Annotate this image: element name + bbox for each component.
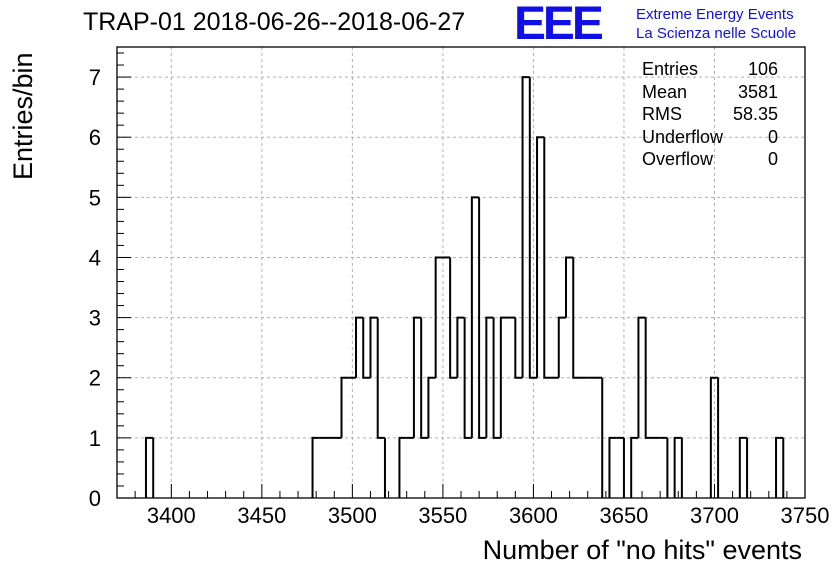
histogram-bin bbox=[775, 436, 784, 498]
stat-rms: RMS 58.35 bbox=[642, 104, 778, 124]
y-tick-labels: 0 1 2 3 4 5 6 7 bbox=[89, 65, 101, 511]
y-tick-label: 6 bbox=[89, 125, 101, 150]
x-tick-labels: 3400 3450 3500 3550 3600 3650 3700 3750 bbox=[147, 503, 830, 528]
histogram-bin bbox=[673, 436, 682, 498]
histogram-bin bbox=[608, 436, 617, 498]
chart-title: TRAP-01 2018-06-26--2018-06-27 bbox=[83, 8, 466, 36]
histogram-bin bbox=[376, 317, 385, 439]
histogram-bin bbox=[536, 136, 545, 378]
histogram-bin bbox=[572, 257, 581, 379]
histogram-bin bbox=[514, 317, 523, 379]
stat-mean: Mean 3581 bbox=[642, 81, 778, 102]
stat-underflow: Underflow 0 bbox=[642, 126, 778, 147]
y-tick-label: 4 bbox=[89, 245, 101, 270]
histogram-bin bbox=[369, 316, 378, 378]
histogram-bin bbox=[463, 317, 472, 439]
histogram-bin bbox=[144, 436, 154, 498]
y-tick-label: 7 bbox=[89, 65, 101, 90]
histogram-bin bbox=[420, 317, 429, 439]
histogram-bin bbox=[434, 256, 443, 378]
histogram-bin bbox=[637, 316, 646, 438]
histogram-bin bbox=[528, 77, 538, 379]
x-tick-label: 3600 bbox=[509, 503, 558, 528]
histogram-bin bbox=[470, 196, 480, 438]
histogram-bin bbox=[398, 436, 407, 498]
histogram-bin bbox=[543, 137, 552, 379]
histogram-bin bbox=[449, 257, 458, 379]
y-tick-label: 0 bbox=[89, 486, 101, 511]
logo-line-1: Extreme Energy Events bbox=[636, 6, 794, 23]
histogram-bin bbox=[412, 316, 422, 438]
y-tick-label: 5 bbox=[89, 185, 101, 210]
histogram-bin bbox=[630, 436, 639, 498]
histogram-bin bbox=[456, 316, 465, 378]
histogram-bin bbox=[709, 376, 719, 498]
histogram-bin bbox=[644, 317, 653, 439]
eee-logo-mark: EEE bbox=[514, 0, 604, 49]
stat-entries: Entries 106 bbox=[642, 59, 778, 79]
x-tick-label: 3750 bbox=[781, 503, 830, 528]
histogram-bin bbox=[492, 317, 501, 439]
histogram-bin bbox=[427, 376, 436, 438]
histogram-bin bbox=[521, 76, 530, 378]
histogram-bin bbox=[485, 316, 494, 438]
x-tick-label: 3400 bbox=[147, 503, 196, 528]
histogram-bin bbox=[499, 316, 509, 438]
y-tick-label: 2 bbox=[89, 366, 101, 391]
y-tick-label: 1 bbox=[89, 426, 101, 451]
histogram-bin bbox=[354, 316, 364, 378]
x-tick-label: 3550 bbox=[418, 503, 467, 528]
x-tick-label: 3700 bbox=[690, 503, 739, 528]
histogram-bin bbox=[311, 436, 320, 498]
x-tick-label: 3650 bbox=[599, 503, 648, 528]
y-tick-label: 3 bbox=[89, 306, 101, 331]
x-tick-label: 3500 bbox=[328, 503, 377, 528]
logo-line-2: La Scienza nelle Scuole bbox=[636, 25, 797, 42]
axis-ticks bbox=[117, 52, 806, 499]
histogram-bin bbox=[557, 316, 567, 378]
histogram-series bbox=[144, 76, 785, 498]
histogram-bin bbox=[340, 376, 349, 438]
eee-logo-text: Extreme Energy Events La Scienza nelle S… bbox=[636, 5, 796, 43]
histogram-bin bbox=[478, 197, 487, 439]
y-axis-label: Entries/bin bbox=[8, 52, 38, 180]
x-tick-label: 3450 bbox=[237, 503, 286, 528]
histogram-bin bbox=[362, 317, 371, 379]
stats-box: Entries 106 Mean 3581 RMS 58.35 Underflow 0 … bbox=[642, 58, 778, 171]
x-axis-label: Number of "no hits" events bbox=[482, 535, 802, 565]
stat-overflow: Overflow 0 bbox=[642, 149, 778, 169]
histogram-bin bbox=[565, 256, 574, 318]
histogram-bin bbox=[738, 436, 748, 498]
